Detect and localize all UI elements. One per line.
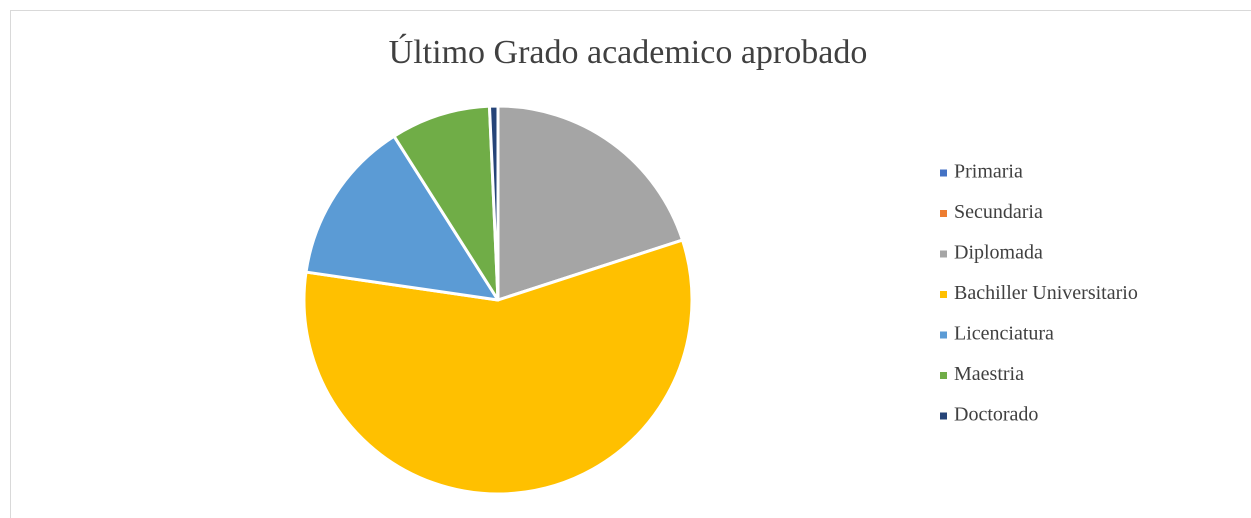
legend-swatch [940,412,947,420]
chart-frame [10,10,1251,518]
legend-label: Maestria [954,363,1024,385]
legend-swatch [940,372,947,379]
legend-swatch [940,169,947,177]
legend-label: Diplomada [954,242,1043,264]
pie-slice [496,104,685,302]
pie-slice [392,104,500,302]
legend-swatch [940,250,947,258]
legend-label: Secundaria [954,201,1043,223]
pie-slice [487,104,500,302]
legend-swatch [940,291,947,298]
pie-slice [302,238,694,496]
legend-swatch [940,210,947,217]
pie-slice [304,134,500,302]
chart-title: Último Grado academico aprobado [389,33,868,71]
legend-label: Doctorado [954,404,1038,426]
legend-swatch [940,331,947,339]
legend-label: Licenciatura [954,323,1054,345]
legend-label: Primaria [954,161,1023,183]
legend-label: Bachiller Universitario [954,282,1138,304]
